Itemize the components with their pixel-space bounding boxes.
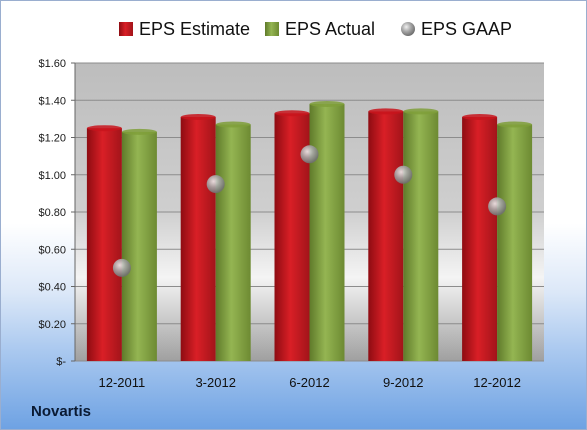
eps-estimate-bar (180, 117, 216, 361)
y-tick-label: $0.60 (38, 244, 66, 256)
y-tick-label: $- (56, 356, 66, 368)
eps-actual-bar-cap (497, 121, 533, 128)
eps-actual-bar-cap (403, 108, 439, 115)
x-tick-label: 12-2012 (473, 375, 521, 390)
y-tick-label: $1.20 (38, 133, 66, 145)
y-tick-label: $1.00 (38, 170, 66, 182)
legend-label: EPS Actual (285, 19, 375, 39)
eps-actual-bar (215, 124, 251, 362)
y-tick-label: $1.40 (38, 95, 66, 107)
y-tick-label: $1.60 (38, 58, 66, 70)
legend-marker-actual (265, 22, 279, 36)
legend-marker-gaap (401, 22, 415, 36)
eps-actual-bar-cap (309, 100, 345, 107)
eps-estimate-bar-cap (86, 125, 122, 132)
eps-actual-bar-cap (121, 128, 157, 135)
eps-estimate-bar-cap (180, 114, 216, 121)
eps-actual-bar (403, 111, 439, 361)
eps-gaap-point (206, 175, 225, 194)
legend-label: EPS GAAP (421, 19, 512, 39)
legend-label: EPS Estimate (139, 19, 250, 39)
eps-estimate-bar-cap (368, 108, 404, 115)
eps-actual-bar (309, 103, 345, 361)
eps-estimate-bar-cap (462, 114, 498, 121)
eps-actual-bar-cap (215, 121, 251, 128)
legend-marker-estimate (119, 22, 133, 36)
x-tick-label: 6-2012 (289, 375, 329, 390)
eps-gaap-point (300, 145, 319, 164)
y-tick-label: $0.80 (38, 207, 66, 219)
eps-gaap-point (394, 165, 413, 184)
y-tick-label: $0.40 (38, 282, 66, 294)
eps-estimate-bar (368, 111, 404, 361)
eps-gaap-point (488, 197, 507, 216)
x-tick-label: 9-2012 (383, 375, 423, 390)
y-tick-label: $0.20 (38, 319, 66, 331)
company-label: Novartis (31, 403, 92, 420)
eps-actual-bar (121, 131, 157, 361)
eps-gaap-point (112, 258, 131, 277)
x-tick-label: 12-2011 (99, 375, 146, 390)
x-tick-label: 3-2012 (195, 375, 235, 390)
eps-actual-bar (497, 124, 533, 362)
eps-estimate-bar-cap (274, 110, 310, 117)
eps-estimate-bar (462, 117, 498, 361)
eps-estimate-bar (86, 128, 122, 361)
